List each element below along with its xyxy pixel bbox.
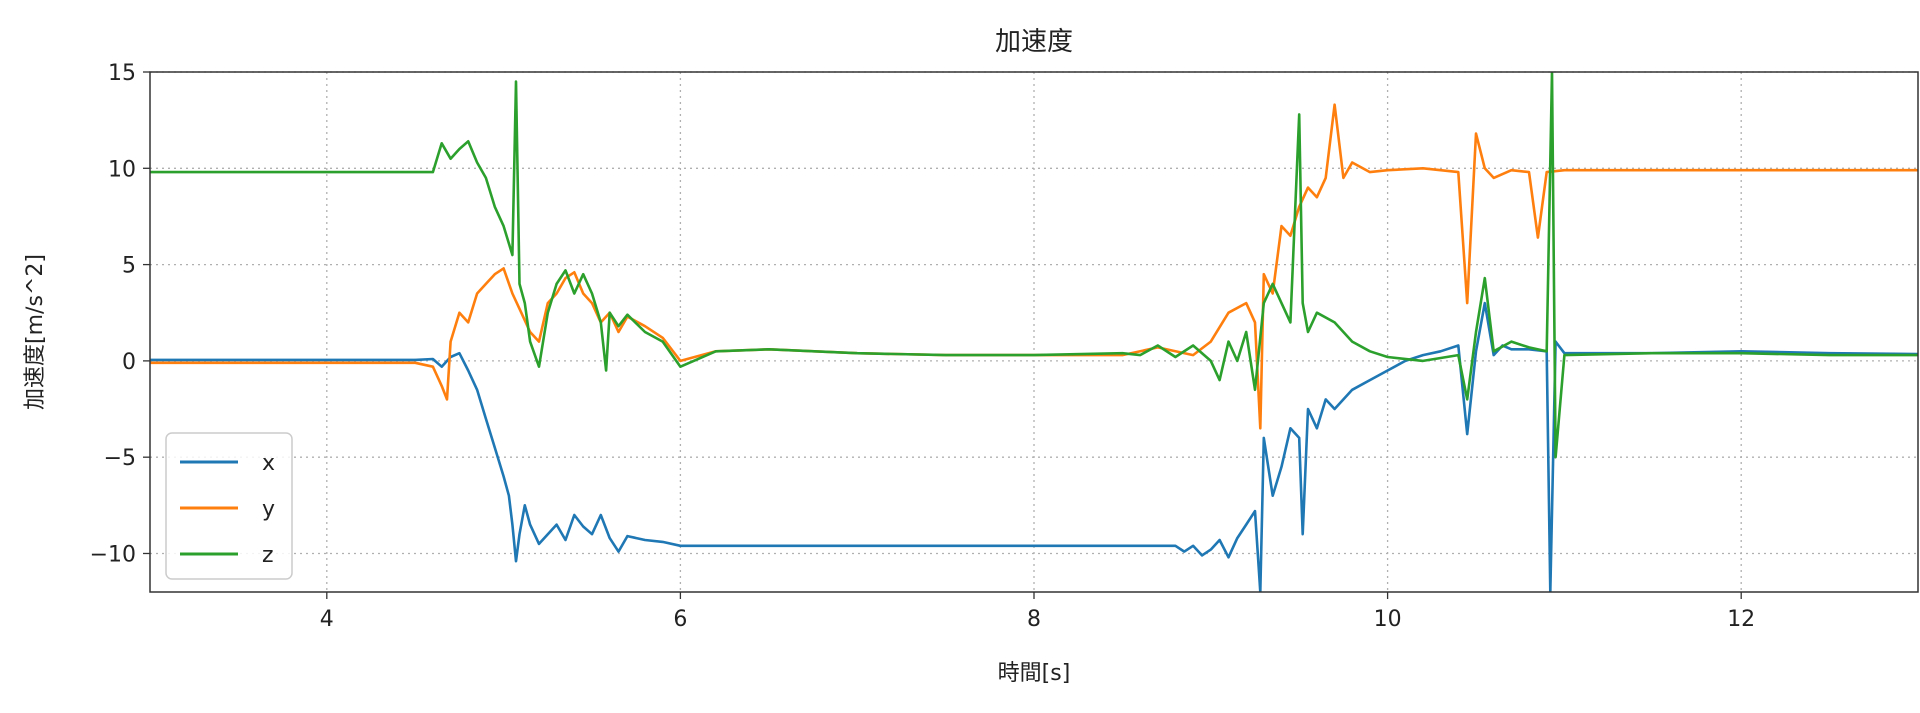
y-tick-label: −10 (90, 542, 136, 567)
series-line-x (150, 301, 1918, 592)
legend-label-y: y (262, 497, 275, 522)
x-tick-label: 12 (1727, 607, 1755, 632)
legend-label-z: z (262, 543, 274, 568)
y-axis: −10 −5 0 5 10 15 (90, 61, 150, 567)
legend-box (165, 432, 293, 580)
y-tick-label: 5 (122, 254, 136, 279)
chart-title: 加速度 (995, 27, 1073, 57)
y-axis-title: 加速度[m/s^2] (23, 254, 48, 410)
series-line-z (150, 72, 1918, 459)
y-tick-label: 0 (122, 350, 136, 375)
x-tick-label: 6 (673, 607, 687, 632)
y-tick-label: 10 (108, 157, 136, 182)
series-layer (150, 72, 1918, 592)
legend-label-x: x (262, 451, 275, 476)
grid (150, 71, 1918, 592)
x-axis-title: 時間[s] (998, 661, 1071, 686)
x-tick-label: 8 (1027, 607, 1041, 632)
legend: xyz (165, 432, 293, 580)
x-tick-label: 4 (320, 607, 334, 632)
x-tick-label: 10 (1374, 607, 1402, 632)
y-tick-label: −5 (104, 446, 136, 471)
y-tick-label: 15 (108, 61, 136, 86)
x-axis: 4 6 8 10 12 (320, 592, 1755, 632)
series-line-y (150, 103, 1918, 430)
